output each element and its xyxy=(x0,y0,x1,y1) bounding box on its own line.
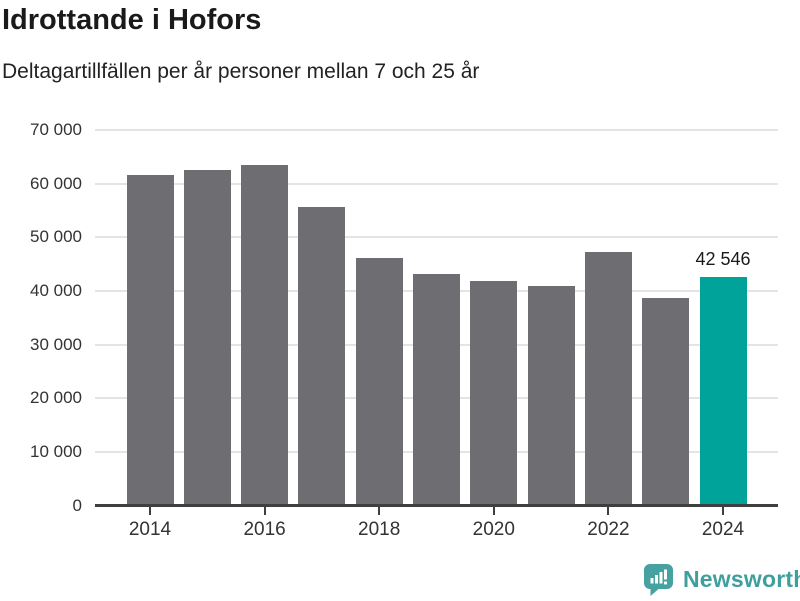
y-axis-tick-label: 70 000 xyxy=(30,120,82,139)
gridline xyxy=(95,182,778,185)
bar xyxy=(355,257,403,506)
newsworthy-logo: Newsworthy xyxy=(644,564,800,596)
x-axis-tick xyxy=(263,507,266,515)
y-axis-tick-label: 50 000 xyxy=(30,227,82,247)
x-axis-line xyxy=(95,504,778,507)
y-axis-tick-label: 30 000 xyxy=(30,334,82,354)
x-axis-tick-label: 2018 xyxy=(358,518,401,540)
bar xyxy=(298,207,346,506)
x-axis-tick-label: 2020 xyxy=(472,518,515,540)
bar xyxy=(413,273,460,506)
y-axis-tick-label: 20 000 xyxy=(30,388,82,408)
x-axis-tick-label: 2014 xyxy=(128,518,172,540)
bar xyxy=(642,297,690,506)
brand-name: Newsworthy xyxy=(683,566,800,592)
bar xyxy=(183,169,231,506)
page-subtitle: Deltagartillfällen per år personer mella… xyxy=(2,60,480,83)
bar xyxy=(470,280,518,506)
speech-bubble-shape xyxy=(644,564,673,596)
x-axis-tick xyxy=(607,507,610,515)
x-axis-tick xyxy=(378,507,381,515)
x-axis-tick-label: 2024 xyxy=(701,518,745,540)
gridline xyxy=(95,236,778,239)
bar xyxy=(527,285,575,506)
bar xyxy=(126,174,174,506)
y-axis-tick-label: 60 000 xyxy=(30,173,82,193)
value-label: 42 546 xyxy=(695,249,751,270)
bar-highlighted xyxy=(699,277,747,506)
x-axis-tick-label: 2016 xyxy=(243,518,286,540)
bar xyxy=(241,165,289,506)
x-axis-tick xyxy=(149,507,151,515)
y-axis-tick-label: 0 xyxy=(72,495,82,515)
bar xyxy=(584,252,632,506)
page-title: Idrottande i Hofors xyxy=(2,4,262,36)
x-axis-tick-label: 2022 xyxy=(587,518,630,540)
x-axis-tick xyxy=(492,507,495,515)
y-axis-tick-label: 10 000 xyxy=(30,441,82,461)
bar-chart-speech-bubble-icon xyxy=(644,564,674,601)
x-axis-tick xyxy=(722,507,724,515)
gridline xyxy=(95,129,778,131)
y-axis-tick-label: 40 000 xyxy=(30,280,82,300)
